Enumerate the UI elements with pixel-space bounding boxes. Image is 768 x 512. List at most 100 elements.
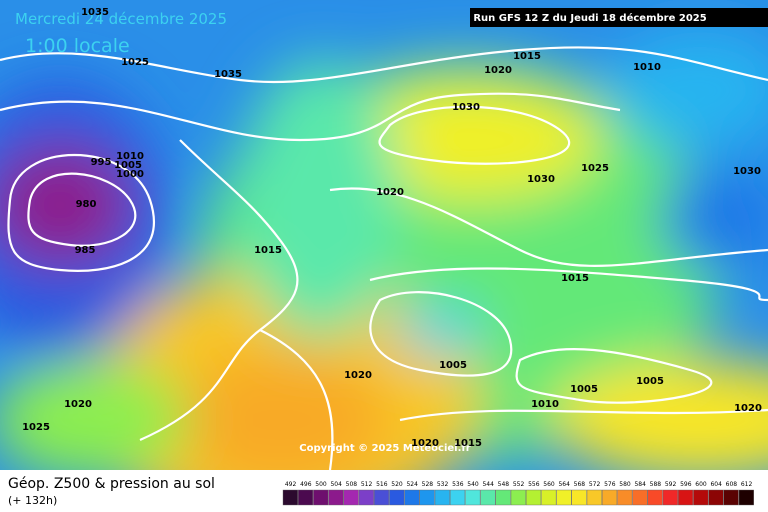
legend-swatch bbox=[343, 489, 359, 506]
legend-label: 516 bbox=[376, 481, 388, 488]
legend-swatch bbox=[495, 489, 511, 506]
legend: 492 496 500 504 508 512 516 520 524 528 532 536 540 5… bbox=[282, 481, 754, 506]
copyright: Copyright © 2025 Meteociel.fr bbox=[299, 443, 470, 454]
legend-label: 536 bbox=[452, 481, 464, 488]
legend-swatch bbox=[602, 489, 618, 506]
isobar-label: 1030 bbox=[452, 102, 480, 113]
legend-label: 520 bbox=[391, 481, 403, 488]
legend-label: 572 bbox=[589, 481, 601, 488]
legend-swatch bbox=[450, 489, 466, 506]
legend-swatch bbox=[556, 489, 572, 506]
footer-subtitle: (+ 132h) bbox=[8, 494, 57, 507]
isobar-label: 1030 bbox=[527, 174, 555, 185]
isobar-label: 1030 bbox=[733, 166, 761, 177]
legend-label: 528 bbox=[422, 481, 434, 488]
legend-swatch bbox=[434, 489, 450, 506]
legend-label: 600 bbox=[695, 481, 707, 488]
isobar-label: 1025 bbox=[581, 163, 609, 174]
legend-swatch bbox=[693, 489, 709, 506]
legend-swatch bbox=[298, 489, 314, 506]
legend-swatch bbox=[586, 489, 602, 506]
isobar-label: 1020 bbox=[64, 399, 92, 410]
legend-label: 540 bbox=[467, 481, 479, 488]
isobar-label: 1015 bbox=[254, 245, 282, 256]
isobar-label: 1035 bbox=[214, 69, 242, 80]
isobar-label: 1005 bbox=[636, 376, 664, 387]
legend-label: 612 bbox=[741, 481, 753, 488]
legend-swatch bbox=[374, 489, 390, 506]
legend-label: 556 bbox=[528, 481, 540, 488]
legend-label: 532 bbox=[437, 481, 449, 488]
legend-swatch bbox=[571, 489, 587, 506]
isobar-label: 995 bbox=[91, 157, 112, 168]
legend-label: 524 bbox=[406, 481, 418, 488]
legend-label: 552 bbox=[513, 481, 525, 488]
isobar-label: 1005 bbox=[114, 160, 142, 171]
isobar-label: 1020 bbox=[734, 403, 762, 414]
isobar-label: 1020 bbox=[484, 65, 512, 76]
isobar-label: 1010 bbox=[633, 62, 661, 73]
isobar-label: 1015 bbox=[561, 273, 589, 284]
date: Mercredi 24 décembre 2025 bbox=[15, 10, 227, 28]
legend-label: 596 bbox=[680, 481, 692, 488]
legend-swatch bbox=[404, 489, 420, 506]
legend-label: 508 bbox=[346, 481, 358, 488]
legend-swatch bbox=[328, 489, 344, 506]
legend-label: 568 bbox=[574, 481, 586, 488]
legend-label: 608 bbox=[726, 481, 738, 488]
isobar-label: 1020 bbox=[376, 187, 404, 198]
legend-swatch bbox=[723, 489, 739, 506]
isobar-label: 1025 bbox=[22, 422, 50, 433]
legend-label: 584 bbox=[634, 481, 646, 488]
legend-swatch bbox=[389, 489, 405, 506]
footer-title: Géop. Z500 & pression au sol bbox=[8, 476, 215, 492]
legend-swatch bbox=[662, 489, 678, 506]
legend-label: 500 bbox=[315, 481, 327, 488]
legend-label: 560 bbox=[543, 481, 555, 488]
run-info: Run GFS 12 Z du Jeudi 18 décembre 2025 bbox=[473, 12, 706, 24]
legend-swatch bbox=[282, 489, 298, 506]
isobar-label: 1005 bbox=[439, 360, 467, 371]
legend-swatch bbox=[358, 489, 374, 506]
legend-swatch bbox=[678, 489, 694, 506]
legend-label: 580 bbox=[619, 481, 631, 488]
legend-label: 544 bbox=[482, 481, 494, 488]
legend-label: 548 bbox=[498, 481, 510, 488]
legend-label: 492 bbox=[285, 481, 297, 488]
legend-swatch bbox=[313, 489, 329, 506]
isobar-label: 1010 bbox=[116, 151, 144, 162]
legend-swatch bbox=[526, 489, 542, 506]
isobar-label: 1020 bbox=[344, 370, 372, 381]
legend-swatch bbox=[708, 489, 724, 506]
legend-swatch bbox=[632, 489, 648, 506]
legend-label: 564 bbox=[558, 481, 570, 488]
time: 1:00 locale bbox=[25, 35, 130, 57]
isobar-label: 1020 bbox=[411, 438, 439, 449]
legend-swatch bbox=[419, 489, 435, 506]
legend-label: 588 bbox=[650, 481, 662, 488]
isobar-label: 1015 bbox=[513, 51, 541, 62]
legend-swatch bbox=[617, 489, 633, 506]
legend-swatch bbox=[465, 489, 481, 506]
legend-swatch bbox=[480, 489, 496, 506]
isobar-label: 1025 bbox=[121, 57, 149, 68]
legend-swatch bbox=[647, 489, 663, 506]
isobar-label: 1000 bbox=[116, 169, 144, 180]
legend-swatch bbox=[510, 489, 526, 506]
isobar-label: 1010 bbox=[531, 399, 559, 410]
isobar-label: 980 bbox=[76, 199, 97, 210]
legend-swatch bbox=[541, 489, 557, 506]
legend-label: 592 bbox=[665, 481, 677, 488]
isobar-label: 1005 bbox=[570, 384, 598, 395]
legend-label: 496 bbox=[300, 481, 312, 488]
isobar-label: 1035 bbox=[81, 7, 109, 18]
isobar-label: 1015 bbox=[454, 438, 482, 449]
legend-label: 512 bbox=[361, 481, 373, 488]
legend-label: 576 bbox=[604, 481, 616, 488]
run-box bbox=[470, 8, 768, 27]
legend-label: 504 bbox=[330, 481, 342, 488]
isobar-label: 985 bbox=[75, 245, 96, 256]
